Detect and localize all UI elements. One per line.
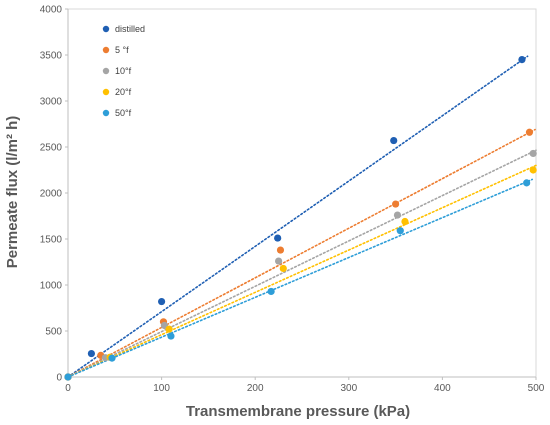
y-axis-title: Permeate flux (l/m² h) [4,116,21,269]
y-tick-label: 3500 [40,51,63,62]
x-axis-title: Transmembrane pressure (kPa) [186,403,410,420]
legend-label: 20°f [115,87,132,97]
y-tick-label: 3000 [40,97,63,108]
x-tick-label: 400 [434,383,451,394]
legend-label: 10°f [115,66,132,76]
x-tick-label: 200 [247,383,264,394]
x-tick-label: 100 [153,383,170,394]
trendline [67,178,534,378]
data-point [401,217,409,226]
x-tick-label: 300 [340,383,357,394]
data-point [276,246,285,254]
data-point [529,166,537,174]
y-tick-label: 1500 [40,235,63,246]
x-tick-label: 0 [65,383,71,394]
legend: distilled 5 °f 10°f 20°f 50°f [102,24,145,118]
data-point [158,297,166,306]
legend-marker [102,88,110,96]
legend-marker [102,25,110,33]
data-point [525,128,534,136]
legend-label: 50°f [115,108,132,118]
data-point [393,211,402,219]
data-point [279,264,287,273]
data-point [64,373,72,381]
legend-label: 5 °f [115,45,129,55]
data-point [396,227,404,235]
y-tick-label: 0 [56,373,62,384]
plot-area: 0 100 200 300 400 500 0 500 1000 1500 2000 2500 3000… [40,5,545,395]
plot-frame [67,8,537,378]
data-point [529,149,537,158]
data-point [108,354,116,362]
data-point [87,349,95,358]
y-tick-label: 2000 [40,189,63,200]
x-tick-label: 500 [528,383,545,394]
data-point [267,287,275,296]
data-point [518,56,526,64]
trendline [67,164,537,378]
y-tick-label: 2500 [40,143,63,154]
data-point [392,200,400,208]
data-point [523,179,531,187]
legend-label: distilled [115,24,145,34]
data-point [390,136,398,145]
y-tick-label: 4000 [40,5,63,16]
trendline [67,149,537,378]
data-point [274,234,282,242]
data-point [275,257,283,265]
data-point [167,332,175,340]
legend-marker [102,67,110,75]
trendline [67,55,529,378]
y-tick-label: 1000 [40,281,63,292]
y-tick-label: 500 [45,327,62,338]
trendline [67,128,536,378]
legend-marker [102,46,110,54]
data-point [165,325,173,333]
legend-marker [102,109,110,117]
